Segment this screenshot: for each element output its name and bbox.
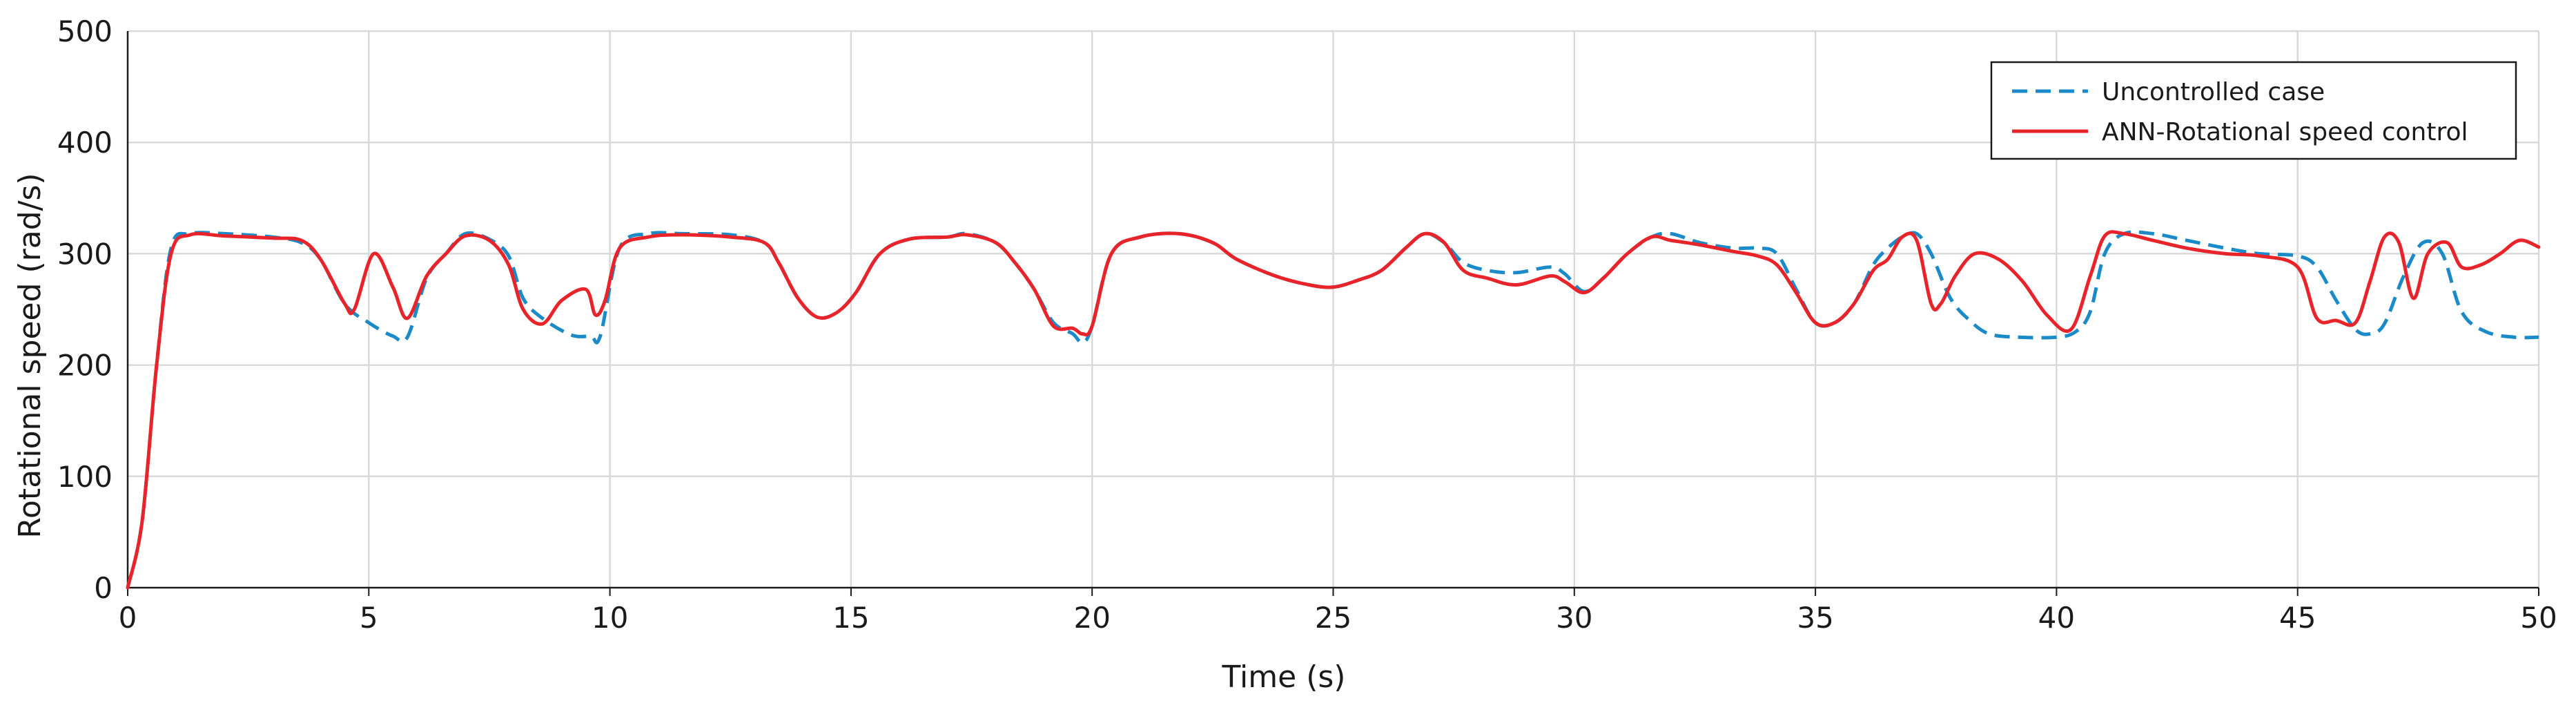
y-tick-label: 0 bbox=[94, 571, 113, 605]
x-tick-label: 25 bbox=[1315, 601, 1352, 635]
x-tick-label: 30 bbox=[1556, 601, 1592, 635]
y-axis-ticks: 0 100 200 300 400 500 bbox=[57, 15, 113, 605]
y-tick-label: 200 bbox=[57, 349, 113, 383]
x-tick-label: 45 bbox=[2279, 601, 2316, 635]
x-tick-label: 0 bbox=[119, 601, 137, 635]
legend-box bbox=[1990, 61, 2517, 160]
x-axis-label: Time (s) bbox=[1222, 659, 1346, 695]
x-tick-label: 5 bbox=[360, 601, 378, 635]
x-tick-label: 10 bbox=[592, 601, 628, 635]
y-tick-label: 300 bbox=[57, 237, 113, 271]
y-tick-label: 400 bbox=[57, 126, 113, 160]
x-tick-label: 15 bbox=[832, 601, 869, 635]
legend: Uncontrolled case ANN-Rotational speed c… bbox=[1990, 61, 2517, 160]
x-tick-label: 50 bbox=[2520, 601, 2557, 635]
x-axis-ticks: 0 5 10 15 20 25 30 35 40 45 50 bbox=[119, 588, 2557, 635]
series-line-ann-control bbox=[126, 230, 2541, 590]
x-tick-label: 20 bbox=[1073, 601, 1110, 635]
y-axis-label: Rotational speed (rad/s) bbox=[12, 173, 48, 538]
x-tick-label: 35 bbox=[1797, 601, 1833, 635]
legend-label-ann-control: ANN-Rotational speed control bbox=[2102, 118, 2468, 146]
legend-label-uncontrolled: Uncontrolled case bbox=[2102, 78, 2325, 106]
x-tick-label: 40 bbox=[2038, 601, 2075, 635]
y-tick-label: 500 bbox=[57, 15, 113, 48]
y-tick-label: 100 bbox=[57, 460, 113, 494]
series-lines bbox=[126, 230, 2541, 590]
